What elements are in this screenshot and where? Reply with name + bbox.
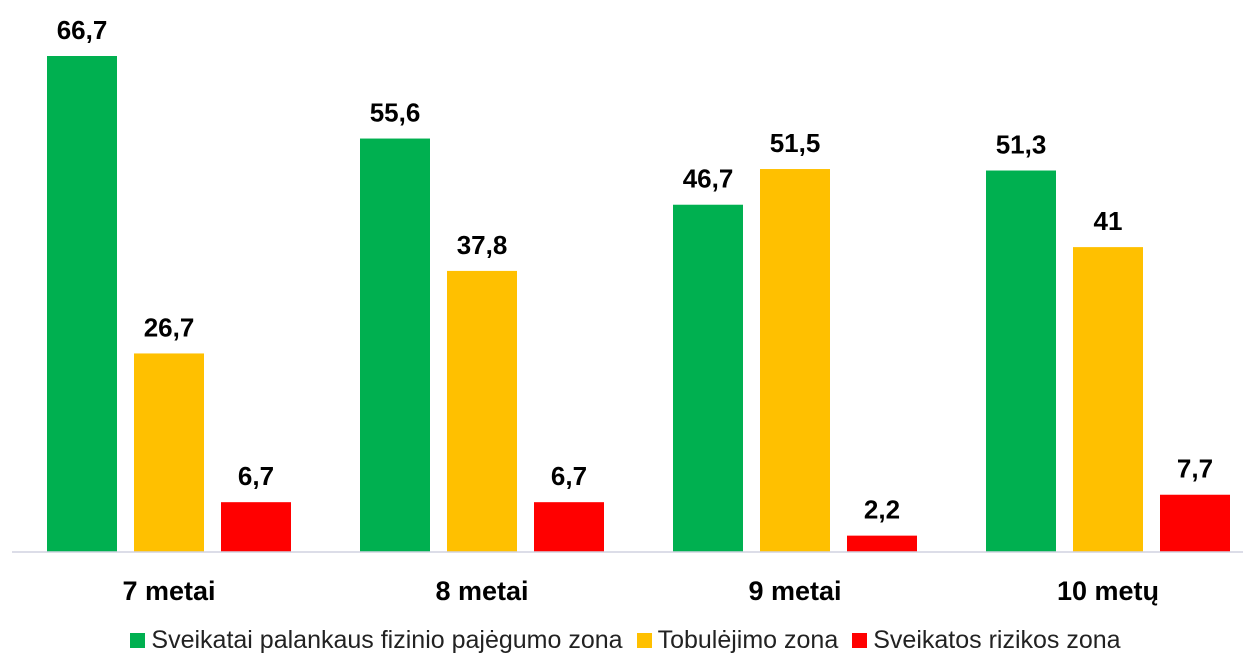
data-label-1-3: 6,7: [238, 461, 274, 491]
data-label-4-3: 7,7: [1177, 454, 1213, 484]
data-label-2-3: 6,7: [551, 461, 587, 491]
data-label-4-2: 41: [1094, 206, 1123, 236]
bars-layer: [47, 56, 1230, 553]
data-label-2-2: 37,8: [457, 230, 508, 260]
legend-swatch-2: [636, 632, 652, 648]
bar-3-1: [673, 204, 743, 552]
data-label-3-1: 46,7: [683, 164, 734, 194]
data-label-3-2: 51,5: [770, 128, 821, 158]
legend: Sveikatai palankaus fizinio pajėgumo zon…: [0, 620, 1251, 660]
data-label-3-3: 2,2: [864, 495, 900, 525]
legend-item-2: Tobulėjimo zona: [636, 625, 839, 655]
category-label-4: 10 metų: [1057, 576, 1159, 606]
bar-2-2: [447, 270, 517, 552]
category-label-2: 8 metai: [435, 576, 528, 606]
data-label-1-1: 66,7: [57, 15, 108, 45]
data-label-4-1: 51,3: [996, 130, 1047, 160]
legend-swatch-3: [852, 632, 868, 648]
data-label-1-2: 26,7: [144, 312, 195, 342]
bar-4-1: [986, 170, 1056, 552]
bar-2-1: [360, 138, 430, 552]
bar-3-3: [847, 535, 917, 552]
legend-label-3: Sveikatos rizikos zona: [873, 625, 1121, 654]
bar-1-2: [134, 353, 204, 552]
legend-label-1: Sveikatai palankaus fizinio pajėgumo zon…: [151, 625, 623, 654]
bar-3-2: [760, 169, 830, 552]
bar-4-2: [1073, 247, 1143, 553]
labels-layer: 66,7 26,7 6,7 55,6 37,8 6,7 46,7 51,5 2,2 51,3 41 7…: [57, 15, 1213, 525]
category-label-1: 7 metai: [122, 576, 215, 606]
category-label-3: 9 metai: [748, 576, 841, 606]
bar-2-3: [534, 502, 604, 552]
bar-1-3: [221, 502, 291, 552]
legend-swatch-1: [130, 632, 146, 648]
legend-label-2: Tobulėjimo zona: [657, 625, 839, 654]
bar-chart: 66,7 26,7 6,7 55,6 37,8 6,7 46,7 51,5 2,2 51,3 41 7…: [12, 15, 1243, 606]
legend-item-1: Sveikatai palankaus fizinio pajėgumo zon…: [130, 625, 623, 655]
legend-item-3: Sveikatos rizikos zona: [852, 625, 1121, 655]
data-label-2-1: 55,6: [370, 98, 421, 128]
bar-4-3: [1160, 494, 1230, 552]
bar-1-1: [47, 56, 117, 552]
category-labels: 7 metai 8 metai 9 metai 10 metų: [122, 576, 1159, 606]
